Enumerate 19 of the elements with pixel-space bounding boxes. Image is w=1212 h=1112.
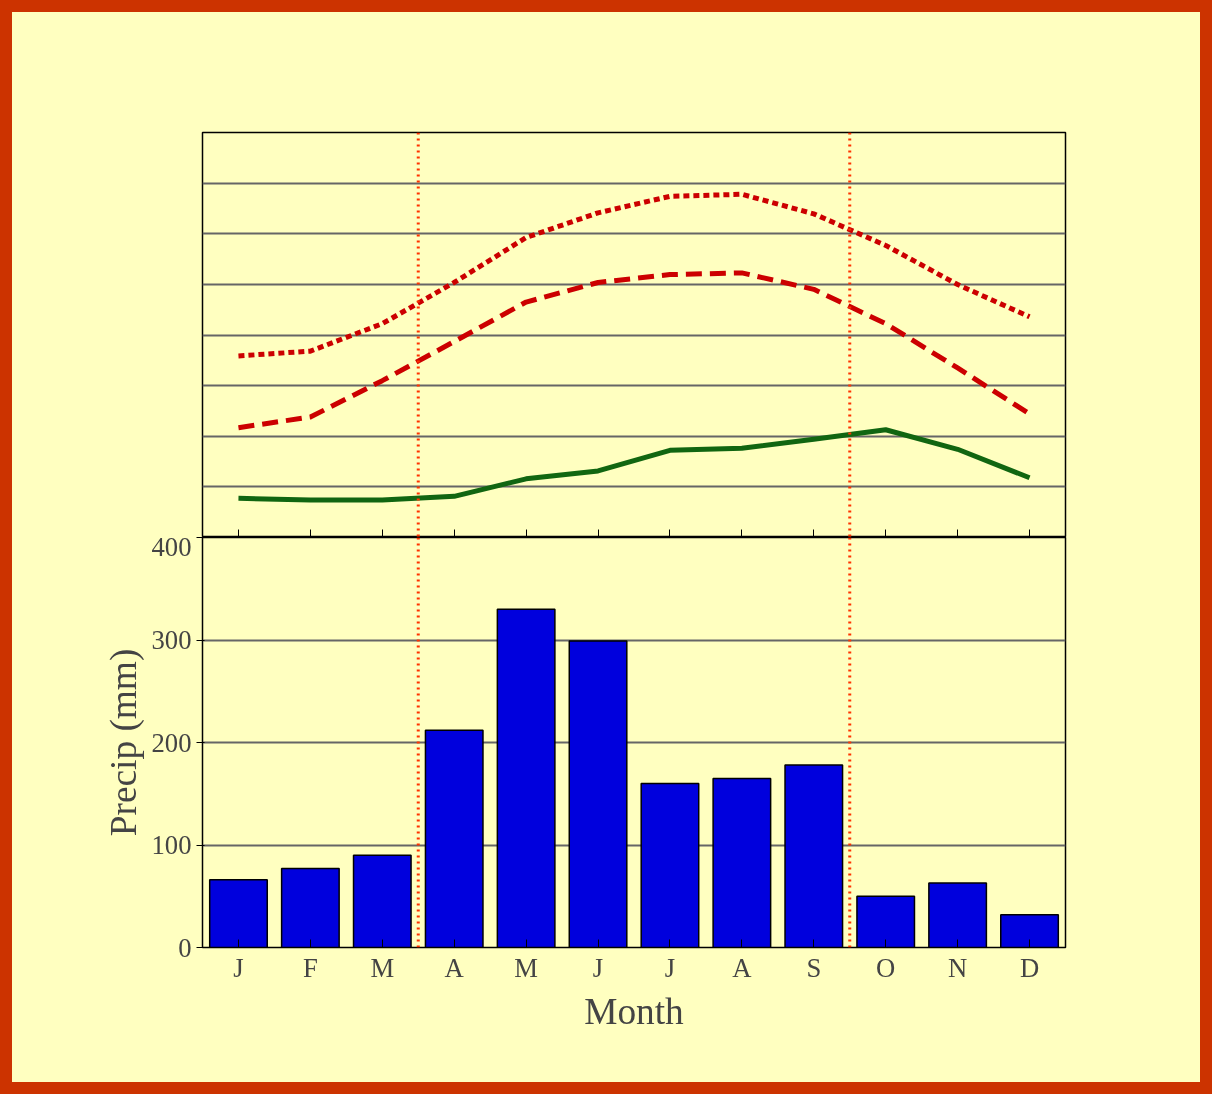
x-tick-label: F [302, 952, 318, 983]
x-tick-label: M [370, 952, 395, 983]
x-tick-label: M [514, 952, 538, 983]
x-tick-label: J [592, 952, 604, 983]
y-tick-label: 0 [178, 932, 192, 963]
x-tick-label: J [664, 952, 676, 983]
x-tick-label: S [806, 952, 822, 983]
x-tick-label: D [1019, 952, 1040, 983]
y-tick-label: 100 [151, 830, 192, 860]
y-tick-label: 300 [151, 625, 192, 655]
y-tick-label: 200 [151, 727, 192, 758]
x-tick-label: A [732, 952, 753, 983]
x-tick-label: A [444, 952, 465, 983]
x-tick-label: O [876, 952, 896, 983]
y-axis-title: Precip (mm) [102, 648, 145, 837]
x-tick-label: J [233, 952, 244, 983]
y-tick-label: 400 [151, 531, 192, 562]
x-tick-label: N [948, 952, 968, 983]
x-axis-title: Month [584, 990, 685, 1032]
